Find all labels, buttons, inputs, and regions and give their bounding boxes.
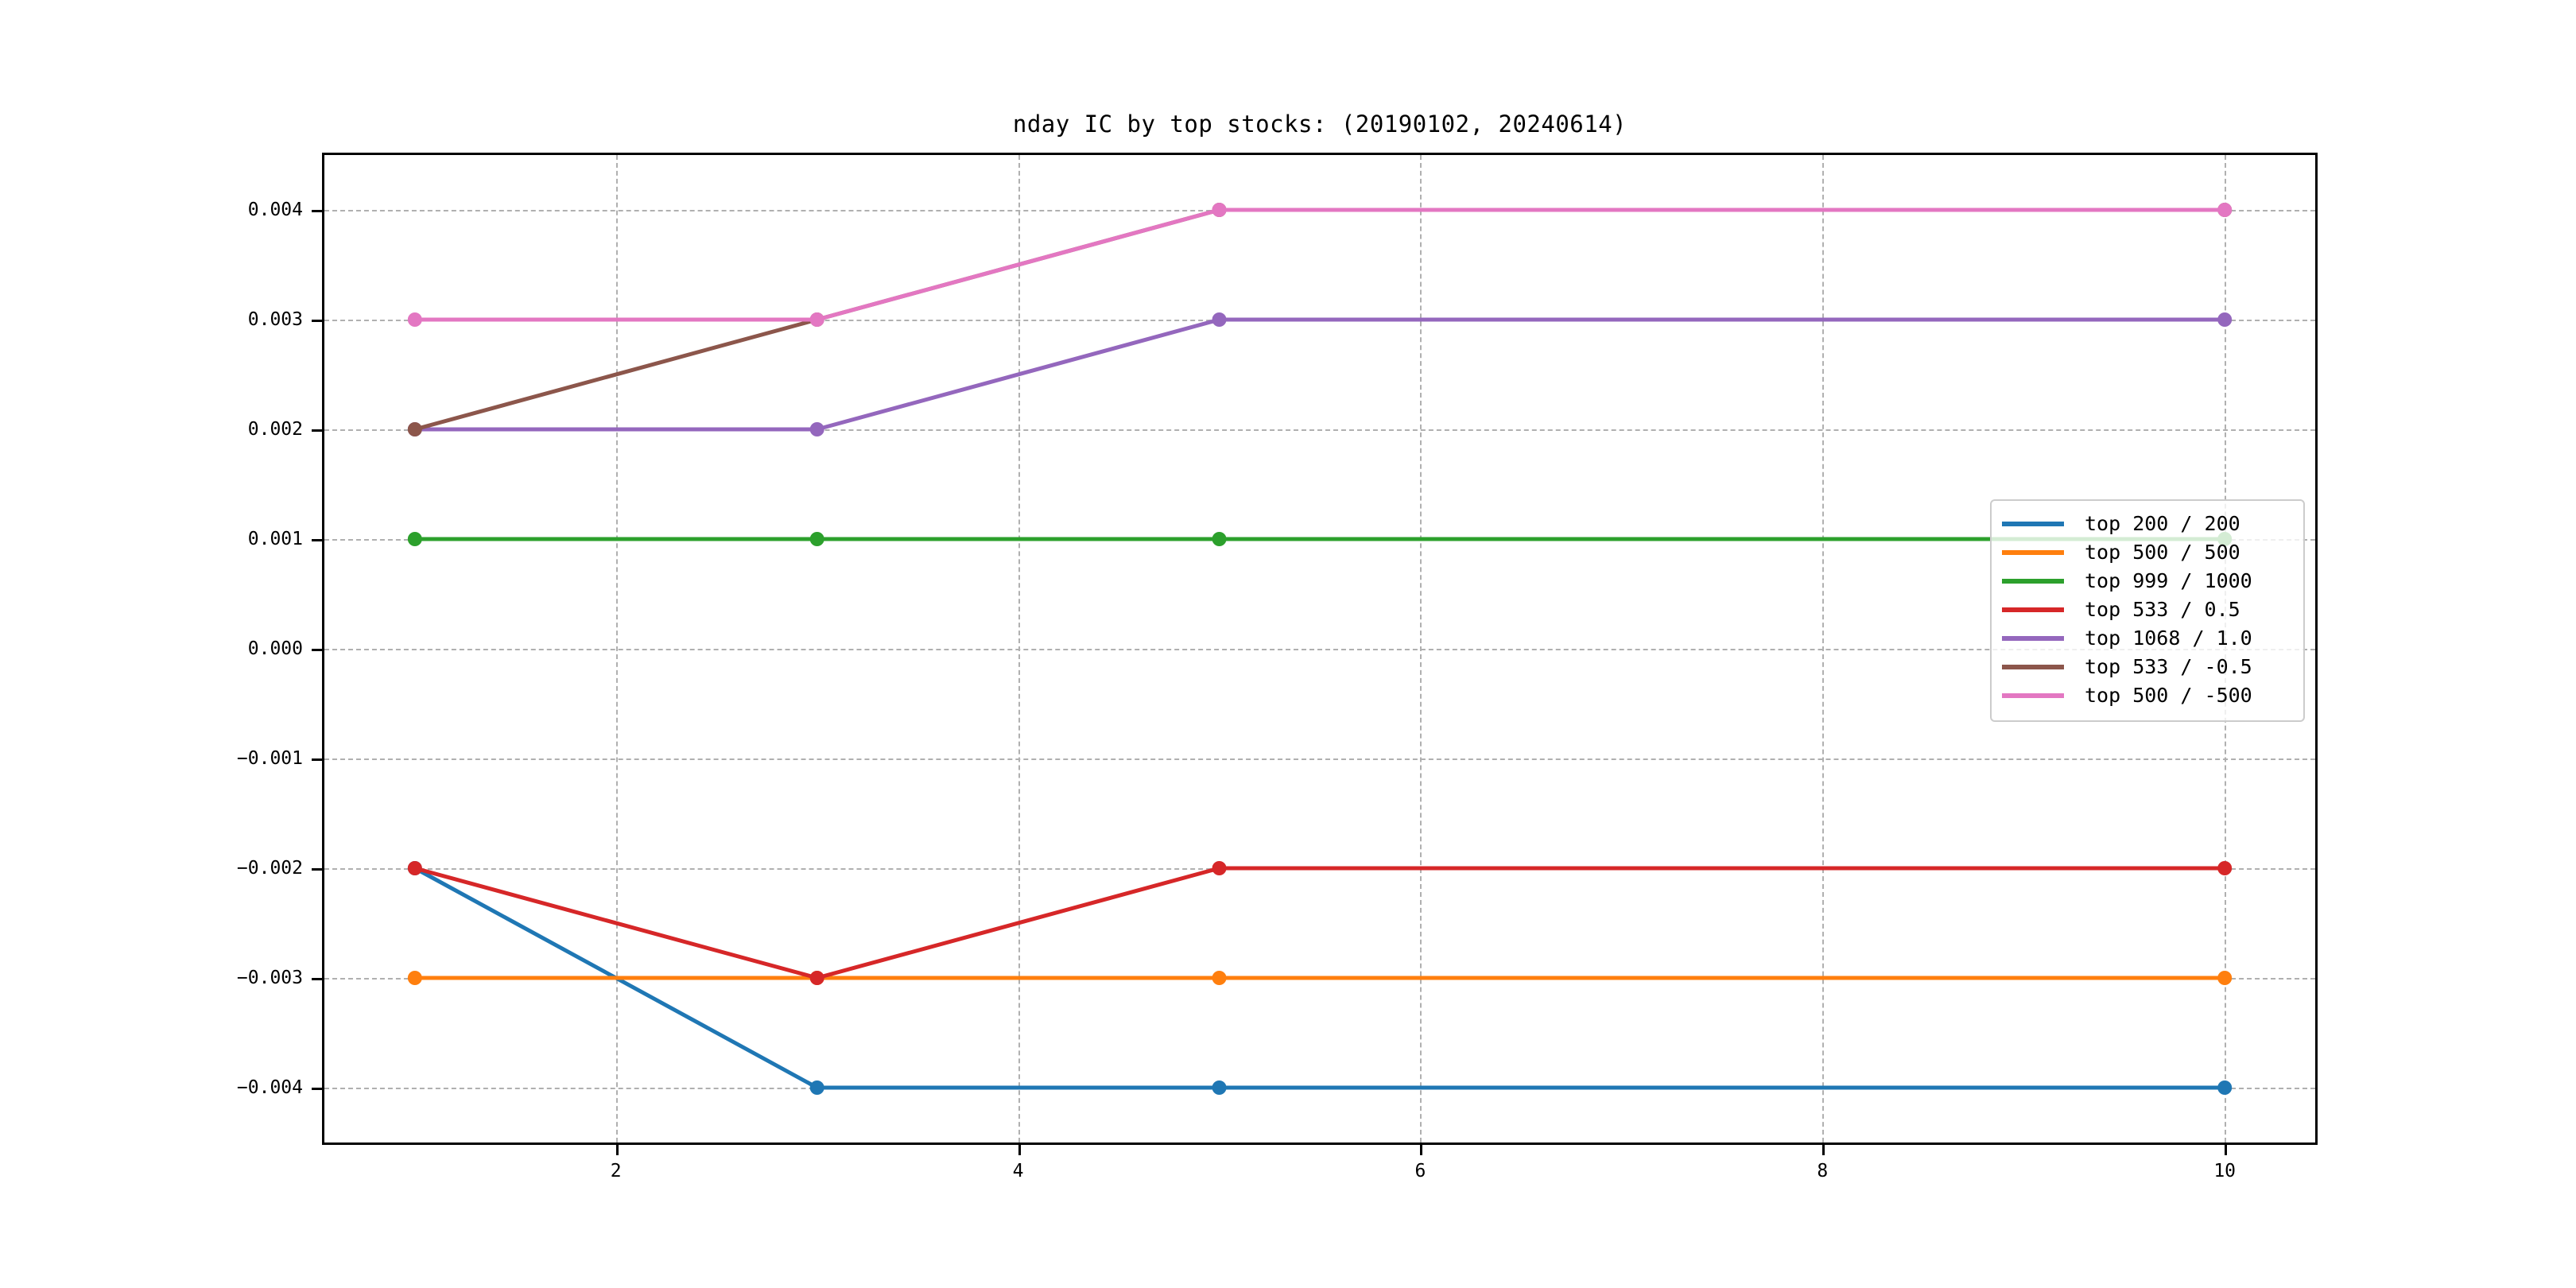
y-tick-label: −0.004 [236,1077,303,1098]
data-point [2217,312,2233,327]
series-layer [407,203,2233,1095]
legend-item-label: top 500 / -500 [2085,684,2252,707]
legend-item-label: top 500 / 500 [2085,541,2240,564]
legend-color-swatch [2002,550,2064,555]
series-4 [407,312,2233,436]
gridline-horizontal [324,649,2315,650]
plot-inner [324,155,2315,1143]
gridline-vertical [1018,155,1020,1143]
legend-item[interactable]: top 999 / 1000 [2002,567,2293,596]
data-point [407,532,422,546]
gridline-vertical [1420,155,1422,1143]
gridline-horizontal [324,758,2315,760]
legend[interactable]: top 200 / 200 top 500 / 500 top 999 / 1000… [1990,499,2305,722]
chart-title: nday IC by top stocks: (20190102, 202406… [1012,111,1627,138]
legend-color-swatch [2002,522,2064,526]
legend-color-swatch [2002,665,2064,669]
data-point [1212,532,1227,546]
x-tick-label: 8 [1817,1161,1829,1181]
gridline-vertical [615,155,618,1143]
data-point [407,312,422,327]
data-point [407,861,422,875]
legend-item[interactable]: top 533 / -0.5 [2002,653,2293,681]
x-tick-mark [2225,1145,2228,1155]
data-point [809,532,824,546]
x-tick-label: 10 [2213,1161,2237,1181]
legend-item-label: top 533 / 0.5 [2085,598,2240,621]
series-1 [407,971,2233,985]
x-tick-mark [615,1145,619,1155]
y-tick-mark [312,320,322,322]
y-tick-mark [312,1088,322,1090]
legend-item-label: top 1068 / 1.0 [2085,627,2252,650]
data-point [809,971,824,985]
data-point [809,312,824,327]
y-tick-label: −0.001 [236,748,303,769]
data-point [1212,861,1227,875]
y-tick-mark [312,539,322,541]
legend-item[interactable]: top 533 / 0.5 [2002,596,2293,624]
data-point [2217,861,2233,875]
legend-item-label: top 200 / 200 [2085,512,2240,535]
y-tick-label: 0.004 [247,200,303,220]
x-tick-mark [1018,1145,1021,1155]
data-point [2217,203,2233,217]
y-tick-mark [312,429,322,432]
x-tick-label: 4 [1012,1161,1024,1181]
y-tick-mark [312,758,322,761]
series-line [414,866,2225,980]
legend-item[interactable]: top 500 / -500 [2002,681,2293,710]
data-point [809,422,824,436]
x-tick-mark [1822,1145,1825,1155]
y-tick-label: 0.000 [247,638,303,659]
y-tick-label: −0.002 [236,858,303,879]
legend-item[interactable]: top 200 / 200 [2002,510,2293,538]
legend-item[interactable]: top 500 / 500 [2002,538,2293,567]
x-tick-label: 6 [1414,1161,1426,1181]
gridline-vertical [1822,155,1825,1143]
y-tick-label: 0.002 [247,419,303,440]
data-point [809,1080,824,1095]
y-tick-mark [312,978,322,980]
series-line [414,317,2225,432]
y-tick-mark [312,649,322,651]
legend-color-swatch [2002,607,2064,612]
y-tick-mark [312,868,322,871]
y-tick-mark [312,210,322,212]
x-tick-mark [1420,1145,1423,1155]
data-point [1212,312,1227,327]
data-point [1212,971,1227,985]
series-2 [407,532,2233,546]
legend-color-swatch [2002,693,2064,698]
data-point [2217,971,2233,985]
legend-item[interactable]: top 1068 / 1.0 [2002,624,2293,653]
data-point [1212,203,1227,217]
plot-area [322,153,2318,1145]
data-point [2217,1080,2233,1095]
data-point [1212,1080,1227,1095]
legend-item-label: top 533 / -0.5 [2085,655,2252,678]
x-tick-label: 2 [610,1161,622,1181]
legend-item-label: top 999 / 1000 [2085,569,2252,592]
y-tick-label: −0.003 [236,968,303,988]
y-tick-label: 0.001 [247,529,303,549]
series-3 [407,861,2233,985]
data-point [407,971,422,985]
series-line [414,208,2225,322]
series-6 [407,203,2233,327]
legend-color-swatch [2002,636,2064,641]
data-point [407,422,422,436]
gridline-horizontal [324,429,2315,431]
y-tick-label: 0.003 [247,309,303,330]
legend-color-swatch [2002,579,2064,584]
